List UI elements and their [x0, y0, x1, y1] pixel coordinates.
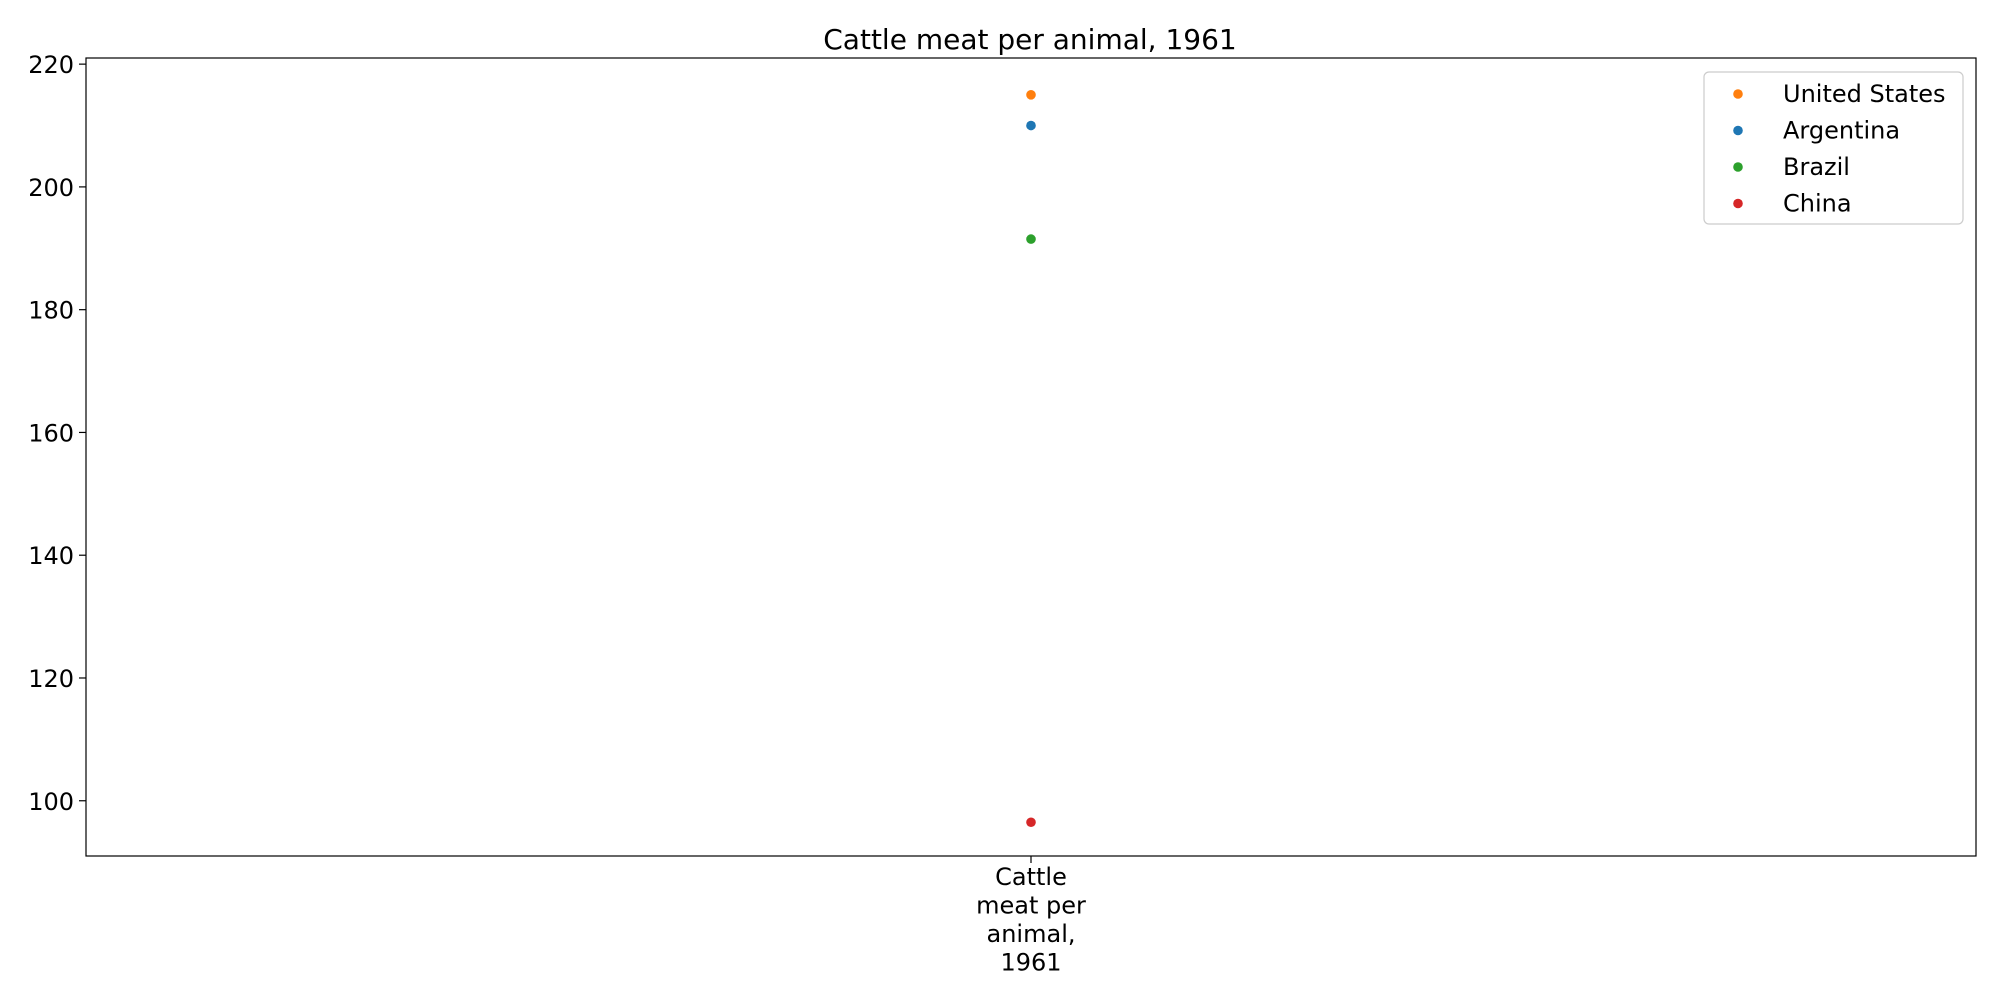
legend-marker: [1733, 162, 1743, 172]
legend-label: Brazil: [1783, 153, 1850, 181]
y-tick-label: 160: [28, 419, 74, 447]
y-tick-label: 120: [28, 665, 74, 693]
legend-label: Argentina: [1783, 117, 1900, 145]
legend-marker: [1733, 198, 1743, 209]
data-point-united-states: [1026, 90, 1036, 100]
legend-marker: [1733, 89, 1743, 99]
x-tick-label-line: meat per: [976, 892, 1086, 920]
y-tick-label: 140: [28, 542, 74, 570]
y-axis: 100 120 140 160 180 200 220: [28, 51, 86, 816]
x-tick-label-line: animal,: [987, 920, 1076, 948]
x-tick-label: Cattle meat per animal, 1961: [976, 863, 1086, 977]
legend-box: [1703, 71, 1964, 225]
data-points: [1026, 90, 1036, 828]
legend-marker: [1733, 125, 1743, 136]
y-tick-label: 180: [28, 297, 74, 325]
legend: United States Argentina Brazil China: [1703, 71, 1964, 225]
data-point-argentina: [1026, 120, 1036, 131]
chart-title: Cattle meat per animal, 1961: [823, 23, 1236, 56]
y-tick-label: 200: [28, 174, 74, 202]
legend-label: United States: [1783, 80, 1946, 108]
legend-label: China: [1783, 190, 1852, 218]
y-tick-label: 220: [28, 51, 74, 79]
y-tick-label: 100: [28, 788, 74, 816]
x-tick-label-line: Cattle: [995, 863, 1067, 891]
x-axis: Cattle meat per animal, 1961: [976, 856, 1086, 977]
plot-area: [85, 57, 1977, 857]
data-point-china: [1026, 817, 1036, 828]
data-point-brazil: [1026, 234, 1036, 244]
x-tick-label-line: 1961: [1000, 949, 1061, 977]
